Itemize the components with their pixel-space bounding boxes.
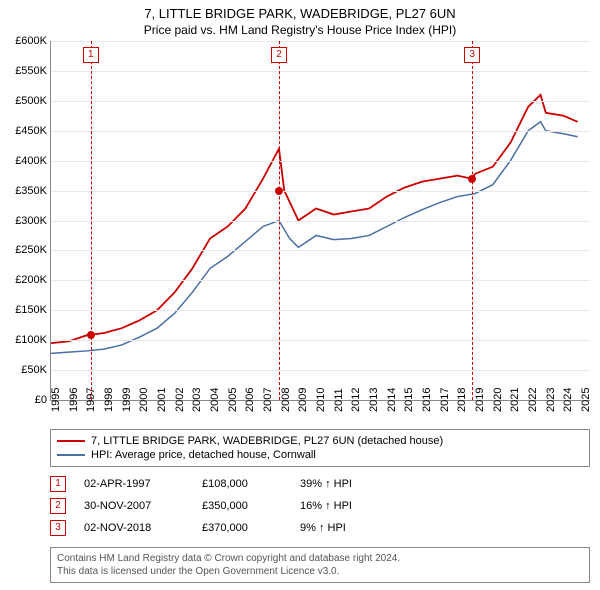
chart-subtitle: Price paid vs. HM Land Registry's House … (0, 21, 600, 41)
legend-item-property: 7, LITTLE BRIDGE PARK, WADEBRIDGE, PL27 … (57, 434, 583, 448)
sale-row: 2 30-NOV-2007 £350,000 16% ↑ HPI (50, 495, 590, 517)
gridline (51, 340, 590, 341)
sale-point (87, 331, 95, 339)
sale-marker-box: 1 (83, 47, 99, 63)
sale-date: 30-NOV-2007 (84, 500, 184, 512)
y-axis-label: £350K (3, 185, 47, 197)
sale-marker: 2 (50, 498, 66, 514)
sale-marker: 3 (50, 520, 66, 536)
y-axis-label: £450K (3, 125, 47, 137)
footer-copyright: Contains HM Land Registry data © Crown c… (57, 552, 583, 565)
sale-date: 02-NOV-2018 (84, 522, 184, 534)
sale-marker-box: 2 (271, 47, 287, 63)
sale-marker-box: 3 (464, 47, 480, 63)
sale-point (275, 187, 283, 195)
footer-licence: This data is licensed under the Open Gov… (57, 565, 583, 578)
sale-price: £350,000 (202, 500, 282, 512)
sale-marker: 1 (50, 476, 66, 492)
footer: Contains HM Land Registry data © Crown c… (50, 547, 590, 583)
sale-date: 02-APR-1997 (84, 478, 184, 490)
gridline (51, 280, 590, 281)
y-axis-label: £0 (3, 394, 47, 406)
y-axis-label: £400K (3, 155, 47, 167)
sale-price: £108,000 (202, 478, 282, 490)
chart-title: 7, LITTLE BRIDGE PARK, WADEBRIDGE, PL27 … (0, 0, 600, 21)
y-axis-label: £150K (3, 304, 47, 316)
gridline (51, 131, 590, 132)
sale-price: £370,000 (202, 522, 282, 534)
y-axis-label: £300K (3, 215, 47, 227)
y-axis-label: £600K (3, 35, 47, 47)
gridline (51, 310, 590, 311)
gridline (51, 101, 590, 102)
plot-region: £0£50K£100K£150K£200K£250K£300K£350K£400… (50, 41, 590, 401)
sale-delta: 9% ↑ HPI (300, 522, 346, 534)
sale-vline (279, 41, 280, 400)
series-hpi (51, 122, 578, 354)
sales-list: 1 02-APR-1997 £108,000 39% ↑ HPI 2 30-NO… (50, 473, 590, 539)
y-axis-label: £550K (3, 65, 47, 77)
gridline (51, 71, 590, 72)
legend-item-hpi: HPI: Average price, detached house, Corn… (57, 448, 583, 462)
series-property (51, 95, 578, 343)
y-axis-label: £100K (3, 334, 47, 346)
y-axis-label: £250K (3, 244, 47, 256)
gridline (51, 370, 590, 371)
sale-delta: 16% ↑ HPI (300, 500, 352, 512)
y-axis-label: £200K (3, 274, 47, 286)
gridline (51, 221, 590, 222)
sale-row: 3 02-NOV-2018 £370,000 9% ↑ HPI (50, 517, 590, 539)
legend-swatch-hpi (57, 454, 85, 456)
sale-vline (472, 41, 473, 400)
sale-row: 1 02-APR-1997 £108,000 39% ↑ HPI (50, 473, 590, 495)
sale-vline (91, 41, 92, 400)
sale-delta: 39% ↑ HPI (300, 478, 352, 490)
y-axis-label: £50K (3, 364, 47, 376)
gridline (51, 250, 590, 251)
legend-label-hpi: HPI: Average price, detached house, Corn… (91, 449, 316, 461)
chart-area: £0£50K£100K£150K£200K£250K£300K£350K£400… (50, 41, 590, 421)
legend-label-property: 7, LITTLE BRIDGE PARK, WADEBRIDGE, PL27 … (91, 435, 443, 447)
gridline (51, 161, 590, 162)
legend-swatch-property (57, 440, 85, 442)
gridline (51, 41, 590, 42)
gridline (51, 191, 590, 192)
legend: 7, LITTLE BRIDGE PARK, WADEBRIDGE, PL27 … (50, 429, 590, 467)
y-axis-label: £500K (3, 95, 47, 107)
x-axis-label: 2025 (580, 388, 600, 412)
chart-container: 7, LITTLE BRIDGE PARK, WADEBRIDGE, PL27 … (0, 0, 600, 590)
sale-point (468, 175, 476, 183)
